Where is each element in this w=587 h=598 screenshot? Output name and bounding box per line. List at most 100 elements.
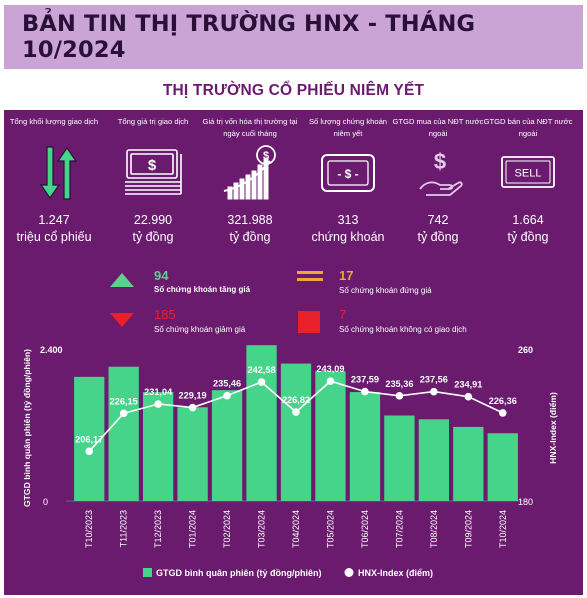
hnx-point-T10/2024 xyxy=(498,409,507,417)
svg-text:$: $ xyxy=(148,157,157,174)
right-axis-label: HNX-Index (điểm) xyxy=(548,392,558,464)
triangle-down-icon xyxy=(110,313,134,327)
left-axis-min: 0 xyxy=(43,497,48,507)
count-up-value: 94 xyxy=(154,268,169,283)
sell-sign-text: SELL xyxy=(515,168,542,180)
hnx-label-T11/2023: 226,15 xyxy=(110,396,138,406)
count-down-value: 185 xyxy=(154,307,176,322)
stat-value: 321.988 xyxy=(227,213,273,227)
stat-label: Tổng khối lượng giao dịch xyxy=(9,117,99,126)
legend-bar-swatch xyxy=(143,568,152,577)
hnx-label-T08/2024: 237,56 xyxy=(420,375,448,385)
bar-T03/2024 xyxy=(246,345,277,501)
x-tick-T06/2024: T06/2024 xyxy=(360,510,370,548)
right-axis-max: 260 xyxy=(518,345,533,355)
money-stack-icon: $ xyxy=(125,149,182,195)
sell-sign-icon: SELL xyxy=(501,156,555,188)
title-bar: BẢN TIN THỊ TRƯỜNG HNX - THÁNG 10/2024 xyxy=(4,5,583,69)
x-tick-T09/2024: T09/2024 xyxy=(463,510,473,548)
bar-T04/2024 xyxy=(280,363,312,501)
bar-T08/2024 xyxy=(418,419,450,501)
x-tick-T05/2024: T05/2024 xyxy=(325,510,335,548)
stat-foreign-sell: GTGD bán của NĐT nước ngoài SELL 1.664 t… xyxy=(480,116,576,246)
stat-value: 313 xyxy=(337,213,359,227)
content-panel: THỊ TRƯỜNG CỔ PHIẾU NIÊM YẾT Tổng khối l… xyxy=(4,72,583,595)
stat-value: 22.990 xyxy=(133,213,173,227)
bar-T02/2024 xyxy=(211,390,243,501)
stat-label: Giá trị vốn hóa thị trường tại ngày cuối… xyxy=(202,117,298,138)
hnx-label-T02/2024: 235,46 xyxy=(213,379,241,389)
hnx-point-T01/2024 xyxy=(188,403,197,412)
stat-listed-securities: Số lượng chứng khoán niêm yết - $ - 313 … xyxy=(300,116,396,246)
bar-T05/2024 xyxy=(315,371,346,501)
hnx-point-T03/2024 xyxy=(257,378,266,386)
count-flat-label: Số chứng khoán đứng giá xyxy=(339,286,432,295)
hnx-label-T12/2023: 231,04 xyxy=(144,387,173,397)
stat-unit: chứng khoán xyxy=(311,230,385,244)
hnx-point-T04/2024 xyxy=(292,408,300,416)
stat-foreign-buy: GTGD mua của NĐT nước ngoài $ 742 tỷ đồn… xyxy=(390,116,486,246)
x-tick-T04/2024: T04/2024 xyxy=(291,510,301,548)
x-tick-T03/2024: T03/2024 xyxy=(257,510,267,548)
svg-text:$: $ xyxy=(263,150,269,162)
count-down-label: Số chứng khoán giảm giá xyxy=(154,325,246,334)
x-tick-T02/2024: T02/2024 xyxy=(222,510,232,548)
count-up-label: Số chứng khoán tăng giá xyxy=(154,285,251,294)
stat-label: GTGD bán của NĐT nước ngoài xyxy=(483,117,573,138)
equal-sign-icon xyxy=(297,271,323,281)
volume-index-chart: 206,17 226,15 231,04 229,19 235,46 242,58 226,… xyxy=(22,345,558,578)
stat-unit: tỷ đồng xyxy=(507,230,549,244)
hnx-point-T12/2023 xyxy=(154,400,162,408)
bar-T01/2024 xyxy=(177,407,208,501)
stat-unit: triệu cổ phiếu xyxy=(16,230,92,244)
section-title: THỊ TRƯỜNG CỔ PHIẾU NIÊM YẾT xyxy=(162,82,425,99)
bar-T06/2024 xyxy=(349,392,381,501)
legend-bar-label: GTGD bình quân phiên (tỷ đồng/phiên) xyxy=(156,568,321,578)
bar-T12/2023 xyxy=(142,392,174,501)
left-axis-label: GTGD bình quân phiên (tỷ đồng/phiên) xyxy=(22,349,32,507)
hnx-point-T08/2024 xyxy=(430,387,438,396)
stat-market-cap: Giá trị vốn hóa thị trường tại ngày cuối… xyxy=(202,116,298,246)
stat-value: 1.664 xyxy=(512,213,544,227)
stat-total-value: Tổng giá trị giao dịch $ 22.990 tỷ đồng xyxy=(105,116,201,246)
hnx-label-T03/2024: 242,58 xyxy=(247,365,275,375)
market-cap-growth-icon: $ xyxy=(223,145,276,200)
bar-T11/2023 xyxy=(108,366,139,501)
hnx-label-T04/2024: 226,82 xyxy=(282,395,310,405)
stat-label: Tổng giá trị giao dịch xyxy=(117,117,189,126)
stat-total-volume: Tổng khối lượng giao dịch 1.247 triệu cổ… xyxy=(6,116,102,246)
count-flat-value: 17 xyxy=(339,268,354,283)
x-tick-T10/2024: T10/2024 xyxy=(498,510,508,548)
stat-value: 742 xyxy=(427,213,449,227)
hand-dollar-icon: $ xyxy=(419,149,463,196)
right-axis-min: 180 xyxy=(518,497,533,507)
svg-text:- $ -: - $ - xyxy=(337,167,358,181)
hnx-label-T05/2024: 243,09 xyxy=(316,364,344,374)
count-no-trade-label: Số chứng khoán không có giao dịch xyxy=(339,325,467,334)
listed-securities-icon: - $ - xyxy=(321,154,375,192)
stat-label: GTGD mua của NĐT nước ngoài xyxy=(392,117,484,138)
page-title: BẢN TIN THỊ TRƯỜNG HNX - THÁNG 10/2024 xyxy=(22,11,476,63)
stat-label: Số lượng chứng khoán niêm yết xyxy=(308,117,388,138)
x-tick-T08/2024: T08/2024 xyxy=(429,510,439,548)
x-tick-T10/2023: T10/2023 xyxy=(84,510,94,548)
hnx-label-T09/2024: 234,91 xyxy=(454,380,482,390)
chart-legend: GTGD bình quân phiên (tỷ đồng/phiên) HNX… xyxy=(143,568,433,578)
hnx-point-T10/2023 xyxy=(85,447,94,456)
hnx-point-T11/2023 xyxy=(119,409,128,418)
triangle-up-icon xyxy=(110,273,134,287)
hnx-point-T02/2024 xyxy=(223,391,231,400)
legend-line-label: HNX-Index (điểm) xyxy=(358,568,433,578)
red-square-icon xyxy=(298,311,320,333)
hnx-point-T07/2024 xyxy=(395,392,404,400)
bar-T10/2023 xyxy=(74,376,105,501)
bar-T09/2024 xyxy=(453,426,484,501)
hnx-label-T10/2024: 226,36 xyxy=(489,396,517,406)
x-tick-T12/2023: T12/2023 xyxy=(153,510,163,548)
bar-T07/2024 xyxy=(384,415,415,501)
left-axis-max: 2.400 xyxy=(40,345,63,355)
svg-text:$: $ xyxy=(434,149,446,174)
x-tick-T01/2024: T01/2024 xyxy=(188,510,198,548)
section-header: THỊ TRƯỜNG CỔ PHIẾU NIÊM YẾT xyxy=(4,72,583,110)
